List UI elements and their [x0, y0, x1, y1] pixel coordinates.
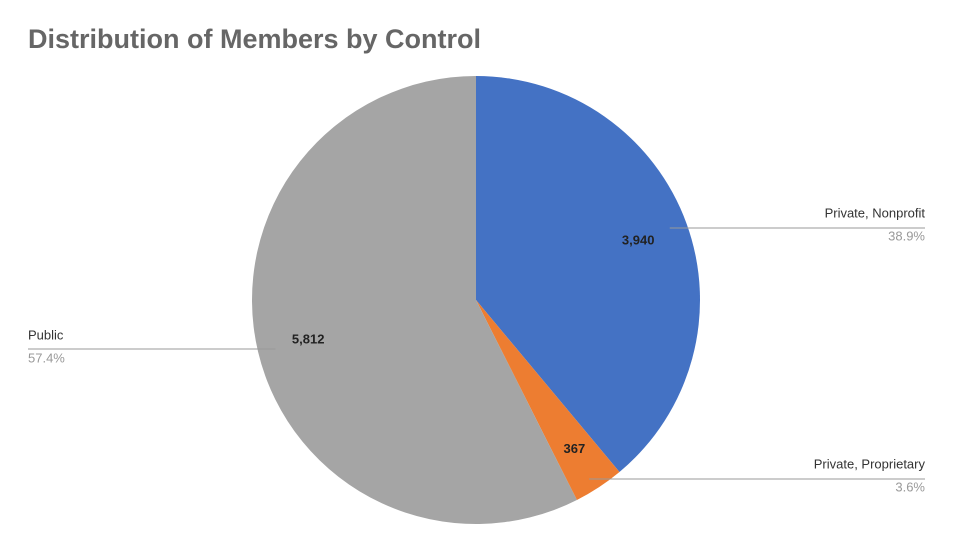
- pie-slice: [252, 76, 577, 524]
- category-label: Private, Proprietary: [814, 456, 926, 471]
- percent-label: 38.9%: [888, 228, 925, 243]
- percent-label: 3.6%: [895, 479, 925, 494]
- pie-slice: [476, 300, 620, 500]
- value-label: 3,940: [622, 233, 655, 248]
- value-label: 5,812: [292, 331, 325, 346]
- category-label: Public: [28, 327, 64, 342]
- percent-label: 57.4%: [28, 350, 65, 365]
- category-label: Private, Nonprofit: [825, 205, 926, 220]
- value-label: 367: [564, 441, 586, 456]
- chart-title: Distribution of Members by Control: [28, 24, 481, 54]
- pie-slice: [476, 76, 701, 473]
